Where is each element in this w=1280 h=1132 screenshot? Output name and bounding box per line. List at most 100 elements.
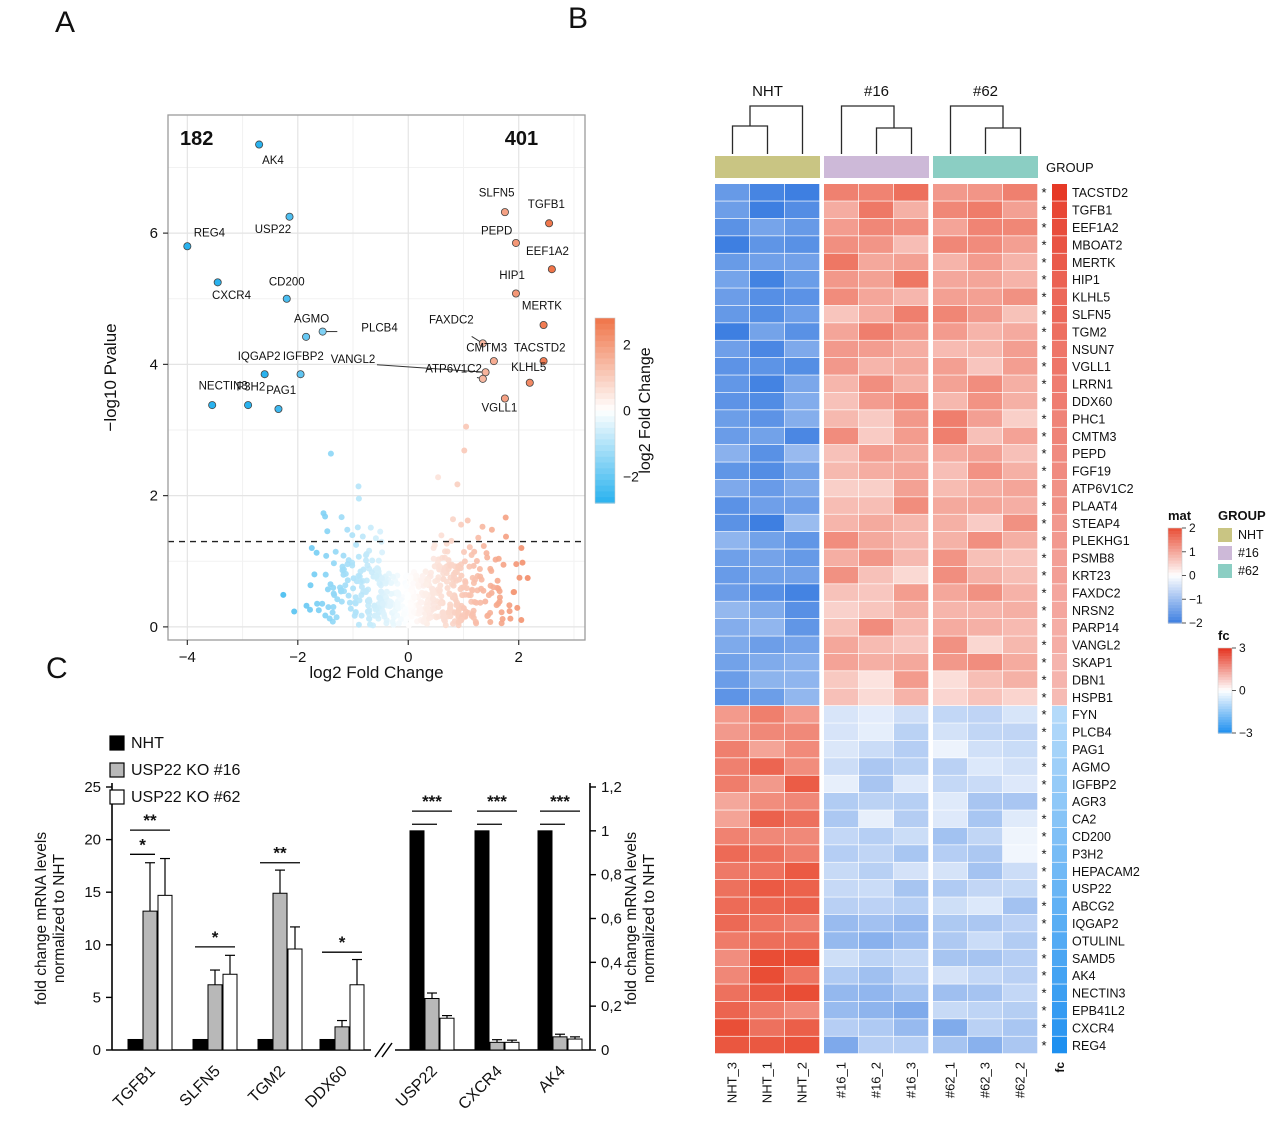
dendrogram — [840, 105, 895, 154]
bar — [424, 997, 440, 1051]
bar — [272, 892, 288, 1051]
significance-asterisk: * — [1041, 951, 1046, 966]
bar-group — [474, 830, 520, 1051]
bar-group-label: DDX60 — [302, 1063, 351, 1112]
fc-cell — [1052, 514, 1067, 532]
bar — [192, 1038, 208, 1051]
column-label: #62_1 — [943, 1062, 958, 1098]
volcano-gene-point — [274, 404, 283, 413]
fc-cell — [1052, 1019, 1067, 1036]
volcano-gene-point — [255, 140, 264, 149]
fc-cell — [1052, 201, 1067, 219]
volcano-gene-point — [478, 374, 487, 383]
fc-column-label: fc — [1053, 1062, 1067, 1073]
heatmap-row: * PSMB8 — [715, 549, 1114, 567]
dendrogram — [984, 127, 1022, 154]
bar-group-label: TGM2 — [245, 1063, 289, 1107]
significance-stars: *** — [422, 792, 442, 811]
heatmap-row: * CMTM3 — [715, 427, 1116, 445]
volcano-gene-label: KLHL5 — [511, 362, 546, 374]
legend-label: USP22 KO #62 — [131, 789, 241, 806]
fc-cell — [1052, 532, 1067, 549]
significance-asterisk: * — [1041, 324, 1046, 339]
panel-b-label: B — [568, 2, 589, 35]
dendrogram — [875, 127, 913, 154]
group-legend-title: GROUP — [1218, 508, 1266, 523]
qpcr-bar-chart: 0 5 10 15 20 25 0 0,2 0,4 0,6 0,8 1 1,2 TGFB1 SLFN5 TGM… — [33, 735, 658, 1113]
gene-label: EPB41L2 — [1072, 1004, 1125, 1018]
significance-asterisk: * — [1041, 603, 1046, 618]
heatmap-row: * PEPD — [715, 445, 1106, 462]
significance-asterisk: * — [1041, 725, 1046, 740]
heatmap-row: * REG4 — [715, 1036, 1106, 1054]
column-label: #16_1 — [834, 1062, 849, 1098]
volcano-gene-label: FAXDC2 — [429, 315, 474, 327]
gene-label: NRSN2 — [1072, 604, 1114, 618]
significance-stars: * — [212, 928, 219, 947]
gene-label: CMTM3 — [1072, 430, 1116, 444]
significance-asterisk: * — [1041, 1003, 1046, 1018]
heatmap-row: * MBOAT2 — [715, 236, 1123, 253]
group-color-band — [933, 156, 1038, 178]
significance-asterisk: * — [1041, 777, 1046, 792]
fc-cell — [1052, 358, 1067, 375]
dendrogram — [749, 105, 804, 154]
gene-label: CXCR4 — [1072, 1021, 1114, 1035]
gene-label: PSMB8 — [1072, 552, 1114, 566]
right-tick-label: 0,2 — [601, 998, 622, 1015]
fc-cell — [1052, 932, 1067, 949]
heatmap-row: * KRT23 — [715, 566, 1111, 584]
significance-asterisk: * — [1041, 203, 1046, 218]
gene-label: KRT23 — [1072, 569, 1111, 583]
left-tick-label: 10 — [84, 937, 101, 954]
gene-label: ATP6V1C2 — [1072, 482, 1134, 496]
significance-asterisk: * — [1041, 255, 1046, 270]
y-tick-label: 2 — [150, 488, 158, 505]
fc-cell — [1052, 723, 1067, 741]
group-header-label: #16 — [864, 83, 889, 100]
significance-stars: * — [139, 835, 146, 854]
fc-cell — [1052, 653, 1067, 671]
volcano-gene-point — [539, 320, 548, 329]
bar — [474, 830, 490, 1051]
x-tick-label: 0 — [404, 649, 412, 666]
volcano-gene-label: ATP6V1C2 — [425, 363, 482, 375]
bar — [567, 1038, 583, 1051]
bar — [537, 830, 553, 1051]
volcano-gene-label: P3H2 — [236, 382, 265, 394]
volcano-gene-point — [489, 357, 498, 366]
gene-label: DBN1 — [1072, 673, 1105, 687]
volcano-gene-label: MERTK — [522, 300, 562, 312]
fc-cell — [1052, 967, 1067, 984]
heatmap-row: * ATP6V1C2 — [715, 479, 1134, 497]
heatmap-row: * PAG1 — [715, 740, 1104, 758]
fc-cell — [1052, 793, 1067, 810]
fc-cell — [1052, 810, 1067, 828]
fc-cell — [1052, 288, 1067, 306]
legend-swatch — [109, 735, 125, 751]
bar-group — [409, 830, 455, 1051]
significance-asterisk: * — [1041, 812, 1046, 827]
heatmap-row: * FAXDC2 — [715, 584, 1121, 601]
bar — [349, 984, 365, 1051]
gene-label: NECTIN3 — [1072, 987, 1126, 1001]
bar — [157, 894, 173, 1051]
significance-asterisk: * — [1041, 307, 1046, 322]
bar — [257, 1038, 273, 1051]
bar-group — [192, 954, 238, 1051]
significance-asterisk: * — [1041, 620, 1046, 635]
gene-label: TGFB1 — [1072, 204, 1112, 218]
gene-label: SLFN5 — [1072, 308, 1111, 322]
gene-label: ABCG2 — [1072, 900, 1114, 914]
fc-cell — [1052, 497, 1067, 514]
dendrogram — [731, 125, 769, 154]
fc-cell — [1052, 758, 1067, 775]
volcano-gene-label: IQGAP2 — [238, 351, 281, 363]
bar — [334, 1026, 350, 1051]
mat-legend-tick: 0 — [1189, 569, 1196, 583]
heatmap-row: * LRRN1 — [715, 375, 1113, 393]
heatmap-row: * SLFN5 — [715, 305, 1111, 323]
significance-asterisk: * — [1041, 968, 1046, 983]
gene-label: FAXDC2 — [1072, 586, 1121, 600]
